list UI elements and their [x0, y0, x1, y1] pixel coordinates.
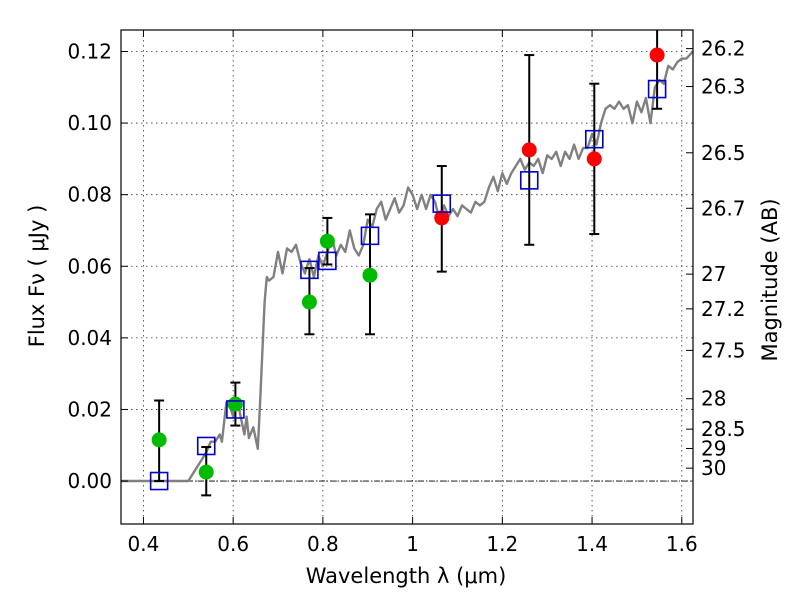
- model-photometry-point: [226, 400, 245, 419]
- magnitude-tick-label: 28.5: [701, 417, 746, 441]
- optical-point: [227, 396, 243, 412]
- model-photometry-point: [196, 436, 216, 456]
- infrared-point: [521, 142, 537, 158]
- x-tick-label: 1.2: [486, 532, 518, 556]
- magnitude-tick-label: 27: [701, 262, 726, 286]
- y-tick-label: 0.12: [67, 39, 112, 63]
- plot-frame: [120, 29, 694, 525]
- magnitude-tick-label: 28: [701, 387, 726, 411]
- model-photometry-point: [300, 260, 319, 280]
- optical-point: [301, 294, 317, 310]
- model-photometry-point: [318, 251, 337, 271]
- y-tick-label: 0.06: [67, 254, 112, 278]
- y-tick-label: 0.00: [67, 469, 112, 493]
- y-tick-label: 0.08: [67, 183, 112, 207]
- model-photometry-point: [149, 471, 169, 491]
- model-photometry-point: [519, 171, 539, 190]
- model-photometry-point: [360, 226, 380, 246]
- axes-layer: 0.4 0.6 0.8 1 1.2 1.4 1.6 0.00 0.02 0.04 0.06 0.08 0…: [67, 29, 746, 556]
- y-axis-label: Flux Fν ( μJy ): [25, 205, 49, 348]
- infrared-point: [649, 47, 665, 63]
- magnitude-tick-label: 26.2: [701, 37, 746, 61]
- magnitude-tick-label: 30: [701, 456, 726, 480]
- y-tick-label: 0.10: [67, 111, 112, 135]
- model-photometry-point: [432, 194, 452, 213]
- x-tick-label: 0.8: [307, 532, 339, 556]
- y-tick-label: 0.02: [67, 397, 112, 421]
- magnitude-tick-label: 29: [701, 436, 726, 460]
- x-tick-label: 1.4: [576, 532, 608, 556]
- y-axis-right-label: Magnitude (AB): [758, 198, 782, 361]
- magnitude-tick-label: 26.7: [701, 196, 746, 220]
- optical-point: [362, 267, 378, 283]
- y-tick-label: 0.04: [67, 326, 112, 350]
- x-tick-label: 0.6: [217, 532, 249, 556]
- magnitude-tick-label: 27.2: [701, 297, 746, 321]
- magnitude-tick-label: 26.5: [701, 141, 746, 165]
- model-photometry-point: [647, 79, 667, 99]
- x-axis-label: Wavelength λ (μm): [306, 564, 507, 588]
- x-tick-label: 1: [406, 532, 419, 556]
- magnitude-tick-label: 27.5: [701, 338, 746, 362]
- series-layer: [121, 30, 693, 497]
- infrared-point: [586, 151, 602, 167]
- optical-point: [151, 432, 167, 448]
- magnitude-tick-label: 26.3: [701, 75, 746, 99]
- model-spectrum-line: [121, 50, 693, 483]
- x-tick-label: 1.6: [666, 532, 698, 556]
- optical-point: [319, 233, 335, 249]
- x-tick-label: 0.4: [128, 532, 160, 556]
- labels-layer: Wavelength λ (μm) Flux Fν ( μJy ) Magnit…: [25, 198, 782, 588]
- optical-point: [198, 464, 214, 480]
- model-photometry-point: [585, 129, 604, 149]
- infrared-point: [434, 210, 450, 226]
